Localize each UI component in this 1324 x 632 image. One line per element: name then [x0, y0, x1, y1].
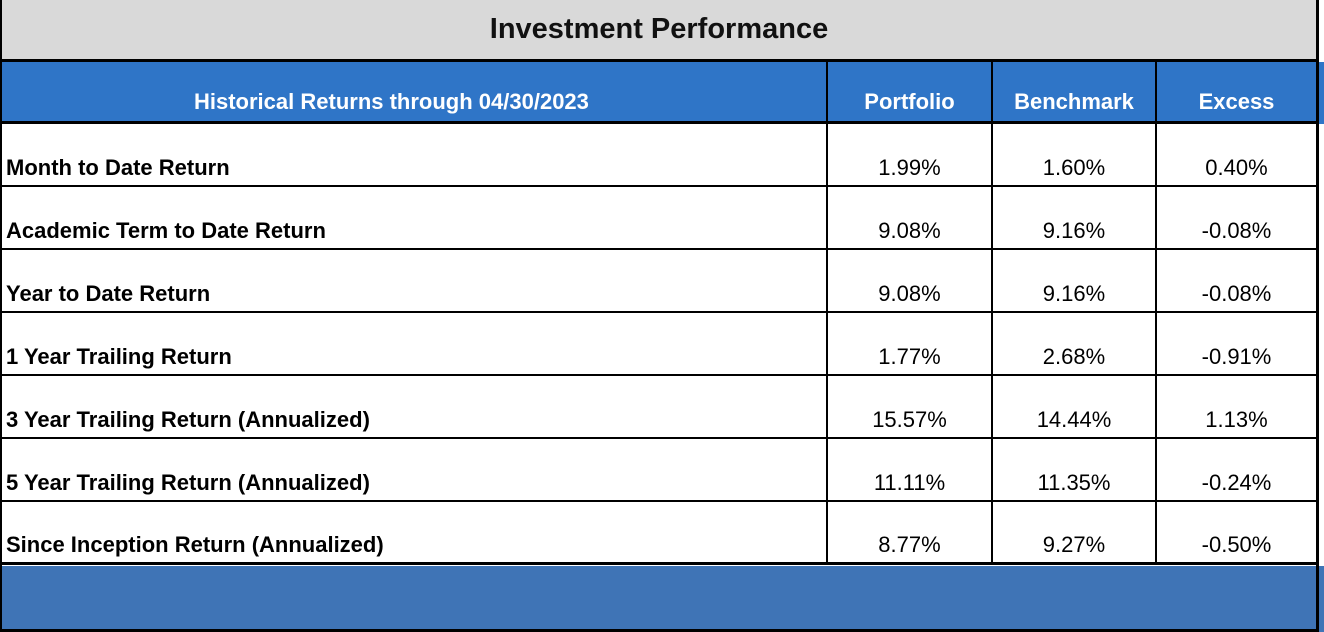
row-label: 3 Year Trailing Return (Annualized) — [6, 407, 370, 432]
table-row: Month to Date Return 1.99% 1.60% 0.40% — [2, 124, 1316, 187]
portfolio-value: 9.08% — [826, 187, 991, 248]
table-title: Investment Performance — [2, 0, 1316, 62]
adjacent-header-fill — [1319, 62, 1324, 124]
table-row: Academic Term to Date Return 9.08% 9.16%… — [2, 187, 1316, 250]
table-row: 3 Year Trailing Return (Annualized) 15.5… — [2, 376, 1316, 439]
excess-value: -0.08% — [1155, 250, 1316, 311]
table-body: Month to Date Return 1.99% 1.60% 0.40% A… — [2, 124, 1316, 565]
portfolio-value: 11.11% — [826, 439, 991, 500]
benchmark-value: 9.16% — [991, 250, 1155, 311]
table-row: Since Inception Return (Annualized) 8.77… — [2, 502, 1316, 565]
excess-value: -0.08% — [1155, 187, 1316, 248]
excess-value: -0.24% — [1155, 439, 1316, 500]
header-row: Historical Returns through 04/30/2023 Po… — [2, 62, 1316, 124]
table-row: 5 Year Trailing Return (Annualized) 11.1… — [2, 439, 1316, 502]
adjacent-footer-fill — [1319, 566, 1324, 632]
table-row: Year to Date Return 9.08% 9.16% -0.08% — [2, 250, 1316, 313]
excess-value: 1.13% — [1155, 376, 1316, 437]
benchmark-value: 14.44% — [991, 376, 1155, 437]
excess-value: -0.91% — [1155, 313, 1316, 374]
header-period-label: Historical Returns through 04/30/2023 — [194, 89, 589, 114]
adjacent-column-edge — [1316, 0, 1324, 632]
excess-value: 0.40% — [1155, 124, 1316, 185]
portfolio-value: 1.99% — [826, 124, 991, 185]
header-benchmark: Benchmark — [991, 62, 1155, 121]
header-excess: Excess — [1155, 62, 1316, 121]
benchmark-value: 9.27% — [991, 502, 1155, 562]
benchmark-value: 1.60% — [991, 124, 1155, 185]
portfolio-value: 15.57% — [826, 376, 991, 437]
benchmark-value: 9.16% — [991, 187, 1155, 248]
row-label: 5 Year Trailing Return (Annualized) — [6, 470, 370, 495]
benchmark-value: 11.35% — [991, 439, 1155, 500]
table-row: 1 Year Trailing Return 1.77% 2.68% -0.91… — [2, 313, 1316, 376]
row-label: Year to Date Return — [6, 281, 211, 306]
portfolio-value: 8.77% — [826, 502, 991, 562]
row-label: Since Inception Return (Annualized) — [6, 532, 384, 557]
row-label: Academic Term to Date Return — [6, 218, 326, 243]
portfolio-value: 1.77% — [826, 313, 991, 374]
row-label: 1 Year Trailing Return — [6, 344, 232, 369]
excess-value: -0.50% — [1155, 502, 1316, 562]
benchmark-value: 2.68% — [991, 313, 1155, 374]
footer-bar — [2, 566, 1316, 632]
header-portfolio: Portfolio — [826, 62, 991, 121]
row-label: Month to Date Return — [6, 155, 230, 180]
portfolio-value: 9.08% — [826, 250, 991, 311]
